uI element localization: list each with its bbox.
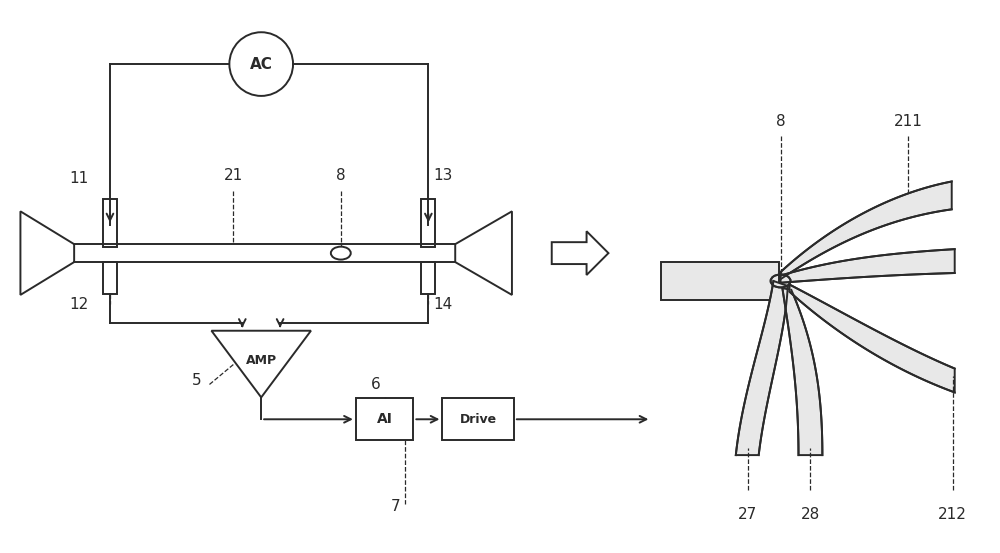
Text: 211: 211 [894,114,922,129]
Bar [421,200,435,247]
Text: 28: 28 [801,507,820,522]
Polygon shape [552,231,608,275]
Text: 13: 13 [433,169,453,184]
Text: 14: 14 [433,298,453,312]
Text: AMP: AMP [246,353,277,367]
Bar [103,200,117,247]
Text: 27: 27 [738,507,757,522]
Text: Drive: Drive [460,413,497,426]
Polygon shape [736,281,788,455]
Bar [661,262,779,300]
Bar [421,262,435,294]
Text: 6: 6 [371,377,381,393]
Polygon shape [781,181,952,279]
Polygon shape [790,285,955,393]
Bar [356,398,413,440]
Text: 7: 7 [391,499,400,514]
Circle shape [229,32,293,96]
Text: AI: AI [377,413,393,426]
Text: 212: 212 [938,507,967,522]
Text: 5: 5 [192,373,202,388]
Text: 8: 8 [776,114,785,129]
Bar [442,398,514,440]
Text: 12: 12 [69,298,88,312]
Text: 21: 21 [224,169,243,184]
Polygon shape [782,288,822,455]
Polygon shape [781,249,955,283]
Text: 8: 8 [336,169,346,184]
Text: AC: AC [250,56,273,71]
Text: 11: 11 [69,171,88,186]
Bar [103,262,117,294]
